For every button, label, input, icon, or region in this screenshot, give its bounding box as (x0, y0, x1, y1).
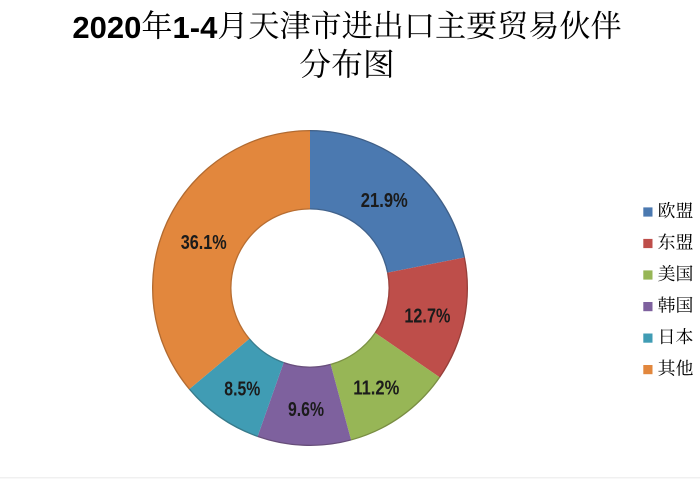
svg-text:21.9%: 21.9% (361, 190, 408, 212)
svg-text:2020: 2020 (72, 10, 141, 45)
svg-text:8.5%: 8.5% (224, 379, 260, 401)
svg-text:11.2%: 11.2% (353, 378, 399, 400)
svg-text:1-4: 1-4 (173, 10, 219, 45)
svg-text:9.6%: 9.6% (288, 399, 324, 421)
svg-text:12.7%: 12.7% (404, 306, 450, 328)
svg-text:36.1%: 36.1% (181, 232, 227, 254)
